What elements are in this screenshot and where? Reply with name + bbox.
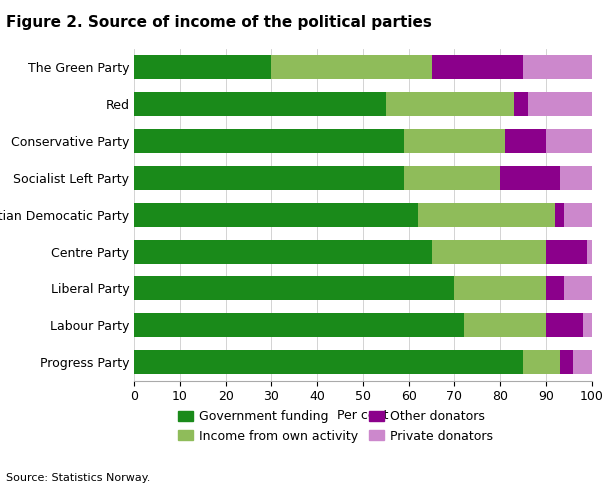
Bar: [431, 240, 546, 264]
Bar: [134, 166, 404, 190]
Bar: [404, 129, 504, 153]
Bar: [523, 55, 592, 79]
Bar: [134, 277, 454, 301]
Bar: [514, 92, 528, 116]
Bar: [546, 313, 583, 337]
Bar: [587, 240, 592, 264]
X-axis label: Per cent: Per cent: [337, 409, 389, 422]
Bar: [564, 203, 592, 227]
Bar: [464, 313, 546, 337]
Bar: [564, 277, 592, 301]
Bar: [546, 129, 592, 153]
Bar: [418, 203, 555, 227]
Bar: [134, 92, 386, 116]
Bar: [504, 129, 546, 153]
Bar: [559, 350, 573, 374]
Bar: [271, 55, 431, 79]
Bar: [546, 240, 587, 264]
Bar: [523, 350, 559, 374]
Bar: [454, 277, 546, 301]
Text: Figure 2. Source of income of the political parties: Figure 2. Source of income of the politi…: [6, 15, 432, 30]
Bar: [559, 166, 592, 190]
Bar: [500, 166, 559, 190]
Bar: [404, 166, 500, 190]
Bar: [134, 55, 271, 79]
Bar: [555, 203, 564, 227]
Bar: [546, 277, 564, 301]
Bar: [386, 92, 514, 116]
Bar: [134, 350, 523, 374]
Bar: [134, 203, 418, 227]
Text: Source: Statistics Norway.: Source: Statistics Norway.: [6, 473, 151, 483]
Legend: Government funding, Income from own activity, Other donators, Private donators: Government funding, Income from own acti…: [173, 406, 498, 447]
Bar: [573, 350, 592, 374]
Bar: [134, 129, 404, 153]
Bar: [134, 240, 431, 264]
Bar: [431, 55, 523, 79]
Bar: [583, 313, 592, 337]
Bar: [134, 313, 464, 337]
Bar: [528, 92, 592, 116]
